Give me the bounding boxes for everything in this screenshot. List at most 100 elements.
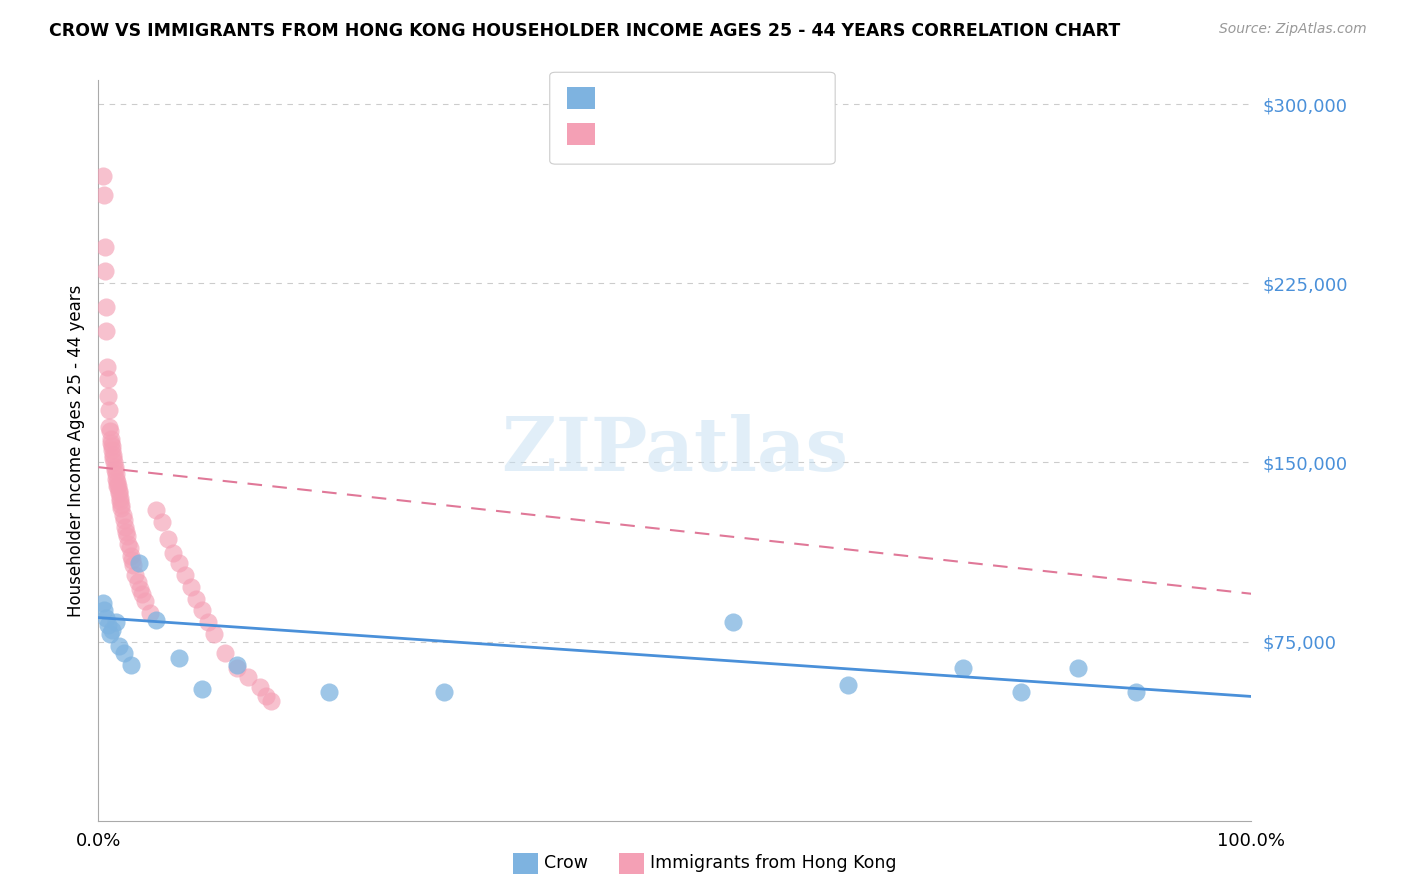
Point	[118, 541, 141, 556]
Text: N =: N =	[713, 89, 752, 107]
Point	[202, 627, 225, 641]
Point	[952, 661, 974, 675]
Point	[197, 615, 219, 630]
Point	[150, 515, 173, 529]
Point	[110, 499, 132, 513]
Point	[96, 359, 118, 374]
Point	[97, 372, 120, 386]
Text: Immigrants from Hong Kong: Immigrants from Hong Kong	[650, 855, 896, 872]
Point	[100, 439, 122, 453]
Text: 23: 23	[745, 89, 768, 107]
Point	[837, 677, 859, 691]
Point	[120, 658, 142, 673]
Point	[145, 503, 167, 517]
Text: 105: 105	[745, 125, 778, 143]
Point	[94, 300, 117, 314]
Point	[107, 479, 129, 493]
Point	[1067, 661, 1090, 675]
Point	[124, 567, 146, 582]
Point	[107, 484, 129, 499]
Point	[120, 549, 142, 563]
Point	[101, 623, 124, 637]
Point	[238, 670, 260, 684]
Point	[122, 558, 145, 573]
Point	[167, 651, 190, 665]
Point	[94, 264, 117, 278]
Point	[105, 475, 128, 489]
Point	[101, 448, 124, 462]
Y-axis label: Householder Income Ages 25 - 44 years: Householder Income Ages 25 - 44 years	[66, 285, 84, 616]
Point	[104, 462, 127, 476]
Point	[127, 574, 149, 589]
Point	[100, 432, 122, 446]
Point	[225, 661, 247, 675]
Text: Source: ZipAtlas.com: Source: ZipAtlas.com	[1219, 22, 1367, 37]
Point	[96, 324, 118, 338]
Text: -0.496: -0.496	[645, 89, 702, 107]
Point	[121, 553, 143, 567]
Point	[249, 680, 271, 694]
Point	[191, 682, 214, 697]
Point	[110, 500, 132, 515]
Point	[96, 610, 118, 624]
Point	[108, 640, 131, 654]
Point	[129, 582, 152, 596]
Point	[93, 188, 115, 202]
Point	[162, 546, 184, 560]
Point	[97, 388, 120, 402]
Point	[98, 419, 121, 434]
Point	[1125, 684, 1147, 698]
Point	[97, 402, 120, 417]
Text: R =: R =	[609, 89, 647, 107]
Point	[104, 615, 127, 630]
Point	[128, 556, 150, 570]
Point	[156, 532, 179, 546]
Point	[108, 491, 131, 506]
Text: -0.025: -0.025	[645, 125, 702, 143]
Point	[103, 450, 125, 465]
Point	[114, 520, 136, 534]
Point	[93, 603, 115, 617]
Point	[180, 580, 202, 594]
Point	[721, 615, 744, 630]
Point	[97, 617, 120, 632]
Point	[91, 169, 114, 183]
Point	[254, 690, 277, 704]
Point	[108, 486, 131, 500]
Point	[103, 455, 125, 469]
Point	[104, 467, 127, 482]
Point	[433, 684, 456, 698]
Point	[139, 606, 162, 620]
Point	[225, 658, 247, 673]
Point	[94, 240, 117, 254]
Text: N =: N =	[713, 125, 752, 143]
Point	[145, 613, 167, 627]
Point	[107, 479, 129, 493]
Text: Crow: Crow	[544, 855, 588, 872]
Point	[131, 587, 153, 601]
Point	[105, 472, 128, 486]
Point	[167, 556, 190, 570]
Point	[260, 694, 283, 708]
Point	[98, 425, 121, 439]
Point	[1010, 684, 1032, 698]
Point	[98, 627, 121, 641]
Point	[134, 594, 156, 608]
Point	[112, 647, 135, 661]
Point	[174, 567, 197, 582]
Point	[117, 536, 139, 550]
Point	[111, 508, 134, 522]
Point	[103, 460, 125, 475]
Point	[100, 436, 122, 450]
Point	[115, 524, 138, 539]
Point	[110, 493, 132, 508]
Point	[91, 596, 114, 610]
Point	[117, 529, 139, 543]
Point	[191, 603, 214, 617]
Point	[186, 591, 208, 606]
Point	[112, 513, 135, 527]
Text: R =: R =	[609, 125, 647, 143]
Text: CROW VS IMMIGRANTS FROM HONG KONG HOUSEHOLDER INCOME AGES 25 - 44 YEARS CORRELAT: CROW VS IMMIGRANTS FROM HONG KONG HOUSEH…	[49, 22, 1121, 40]
Text: ZIPatlas: ZIPatlas	[502, 414, 848, 487]
Point	[101, 443, 124, 458]
